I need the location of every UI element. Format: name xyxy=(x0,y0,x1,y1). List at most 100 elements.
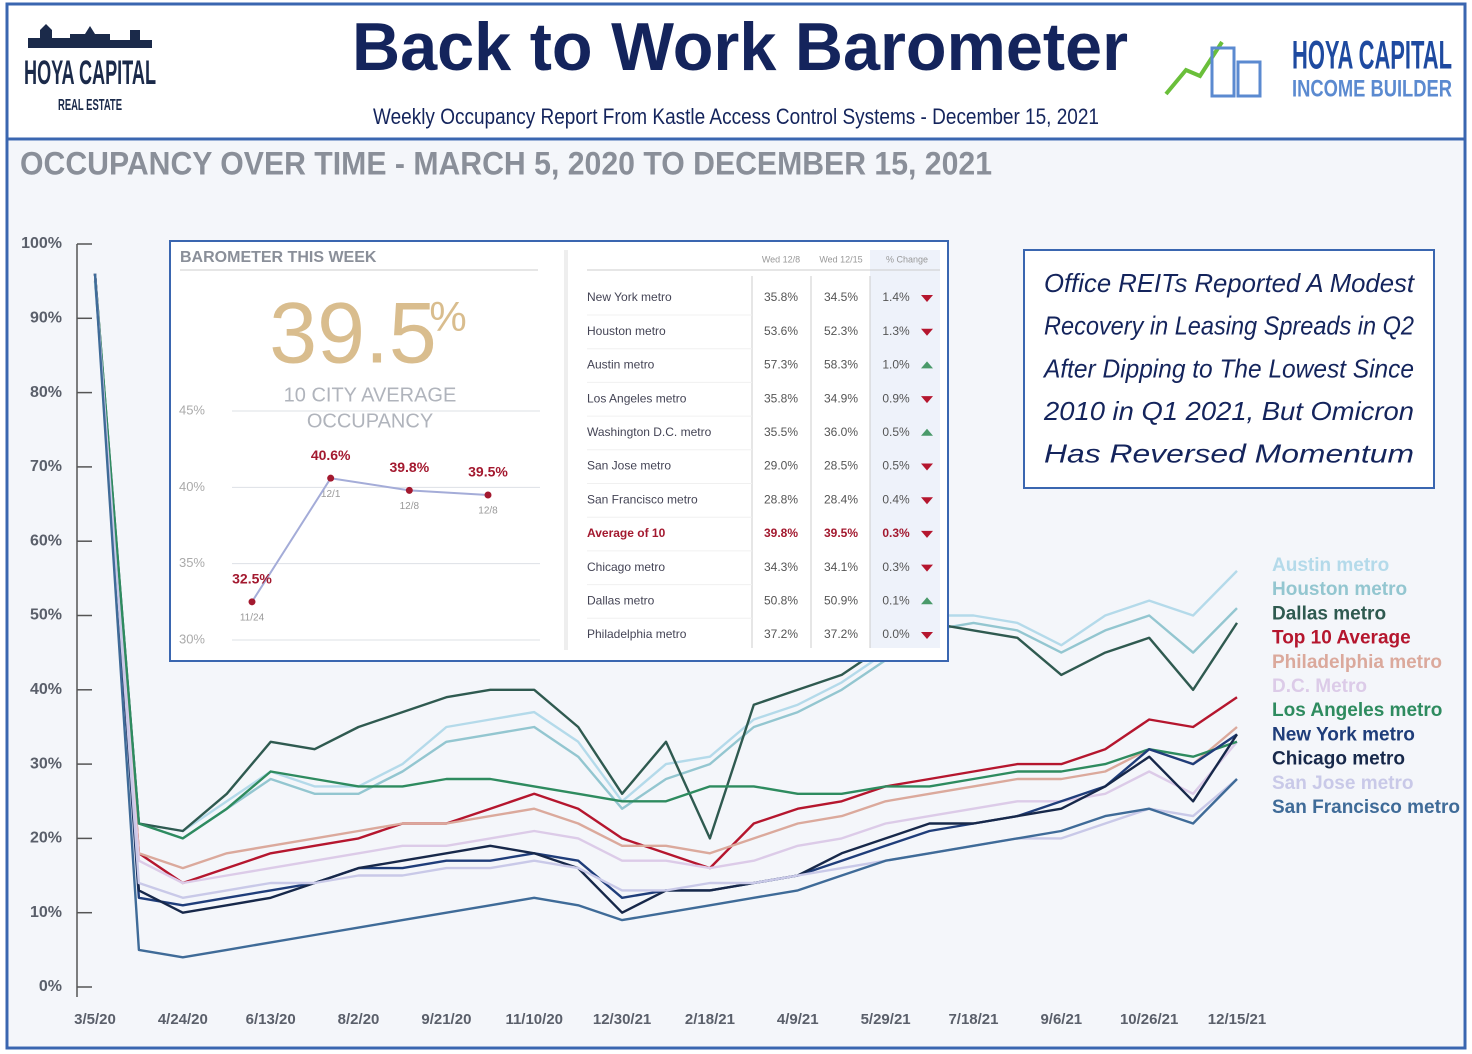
x-tick-label: 9/6/21 xyxy=(1040,1011,1082,1028)
annotation-line: Office REITs Reported A Modest xyxy=(1044,268,1416,298)
x-tick-label: 5/29/21 xyxy=(861,1011,911,1028)
data-point xyxy=(484,491,492,499)
row-curr: 37.2% xyxy=(824,627,858,641)
arrow-up xyxy=(921,597,933,605)
row-curr: 34.5% xyxy=(824,290,858,304)
table: Wed 12/8 Wed 12/15 % Change New York metro 3… xyxy=(587,250,940,648)
column-header: Wed 12/8 xyxy=(762,254,800,264)
annotation: Office REITs Reported A Modest Recovery i… xyxy=(1042,268,1416,469)
row-change: 1.3% xyxy=(882,324,910,338)
row-name: Houston metro xyxy=(587,324,666,338)
data-point xyxy=(327,474,335,482)
legend-entry: Chicago metro xyxy=(1272,749,1405,770)
row-name: Austin metro xyxy=(587,358,655,372)
data-label: 39.8% xyxy=(389,459,429,475)
y-tick-label: 100% xyxy=(21,235,62,252)
legend-entry: Philadelphia metro xyxy=(1272,652,1442,673)
row-change: 0.5% xyxy=(882,459,910,473)
headline-value: 39.5 xyxy=(269,286,436,382)
x-tick-label: 4/24/20 xyxy=(158,1011,208,1028)
annotation-line: Recovery in Leasing Spreads in Q2 xyxy=(1044,311,1414,341)
column-header: Wed 12/15 xyxy=(819,254,862,264)
row-prev: 35.5% xyxy=(764,425,798,439)
series-line xyxy=(93,281,1238,833)
legend-entry: Top 10 Average xyxy=(1272,628,1411,649)
x-tick-label: 11/24 xyxy=(240,612,265,623)
logo-subtext: INCOME BUILDER xyxy=(1292,75,1452,102)
row-name: Philadelphia metro xyxy=(587,627,687,641)
skyline xyxy=(28,24,152,48)
x-tick-label: 10/26/21 xyxy=(1120,1011,1178,1028)
row-change: 0.3% xyxy=(882,560,910,574)
row-change: 0.0% xyxy=(882,627,910,641)
legend-entry: D.C. Metro xyxy=(1272,676,1367,697)
right-logo: HOYA CAPITAL INCOME BUILDER xyxy=(1164,34,1452,102)
row-curr: 36.0% xyxy=(824,425,858,439)
row-curr: 39.5% xyxy=(824,526,858,540)
x-tick-label: 11/10/20 xyxy=(505,1011,563,1028)
row-prev: 57.3% xyxy=(764,358,798,372)
chart-title: OCCUPANCY OVER TIME - MARCH 5, 2020 TO D… xyxy=(20,145,992,181)
series-line xyxy=(93,273,1239,840)
y-tick-label: 10% xyxy=(30,904,62,921)
annotation-box xyxy=(1023,249,1435,489)
legend-entry: Dallas metro xyxy=(1272,603,1386,624)
y-tick-label: 60% xyxy=(30,532,62,549)
x-tick-label: 12/15/21 xyxy=(1208,1011,1266,1028)
row-prev: 39.8% xyxy=(764,526,798,540)
x-tick-label: 4/9/21 xyxy=(777,1011,819,1028)
logo-text: HOYA CAPITAL xyxy=(24,54,156,92)
series-line xyxy=(93,273,1238,840)
annotation-line: 2010 in Q1 2021, But Omicron xyxy=(1043,396,1414,426)
data-point xyxy=(248,598,256,606)
y-tick-label: 35% xyxy=(179,555,205,570)
row-prev: 34.3% xyxy=(764,560,798,574)
x-tick-label: 12/30/21 xyxy=(593,1011,651,1028)
row-curr: 28.4% xyxy=(824,492,858,506)
legend-entry: San Francisco metro xyxy=(1272,797,1460,818)
row-curr: 34.1% xyxy=(824,560,858,574)
row-name: Washington D.C. metro xyxy=(587,425,712,439)
y-tick-label: 30% xyxy=(179,631,205,646)
logo-building xyxy=(1236,60,1262,98)
legend-entry: Austin metro xyxy=(1272,555,1389,576)
row-name: Los Angeles metro xyxy=(587,391,687,405)
legend-entry: San Jose metro xyxy=(1272,773,1414,794)
row-curr: 34.9% xyxy=(824,391,858,405)
row-change: 0.1% xyxy=(882,593,910,607)
row-prev: 35.8% xyxy=(764,391,798,405)
series-line xyxy=(251,477,489,603)
x-tick-label: 7/18/21 xyxy=(948,1011,998,1028)
arrow-down xyxy=(921,564,933,572)
column-header: % Change xyxy=(886,254,928,264)
legend-entry: Los Angeles metro xyxy=(1272,700,1442,721)
row-curr: 58.3% xyxy=(824,358,858,372)
x-tick-label: 12/8 xyxy=(478,506,498,517)
series-line xyxy=(93,273,1238,870)
data-point xyxy=(405,486,413,494)
row-name: Chicago metro xyxy=(587,560,665,574)
row-prev: 28.8% xyxy=(764,492,798,506)
page-subtitle: Weekly Occupancy Report From Kastle Acce… xyxy=(373,104,1099,129)
y-tick-label: 20% xyxy=(30,830,62,847)
y-tick-label: 40% xyxy=(30,681,62,698)
arrow-down xyxy=(921,497,933,505)
x-tick-label: 12/8 xyxy=(400,501,420,512)
y-tick-label: 40% xyxy=(179,479,205,494)
y-tick-label: 50% xyxy=(30,607,62,624)
row-name: San Francisco metro xyxy=(587,492,698,506)
x-tick-label: 6/13/20 xyxy=(246,1011,296,1028)
logo-subtext: REAL ESTATE xyxy=(58,97,122,114)
row-change: 0.4% xyxy=(882,492,910,506)
arrow-down xyxy=(921,632,933,639)
arrow-up xyxy=(921,361,933,369)
row-name: Average of 10 xyxy=(587,526,666,540)
row-name: Dallas metro xyxy=(587,593,655,607)
row-curr: 52.3% xyxy=(824,324,858,338)
mini-chart: 30% 35% 40% 45% 11/24 12/1 12/8 12/8 32.5% 40.6% 3… xyxy=(179,402,540,646)
arrow-down xyxy=(921,530,933,538)
annotation-line: Has Reversed Momentum xyxy=(1044,439,1414,469)
left-logo: HOYA CAPITAL REAL ESTATE xyxy=(24,24,156,114)
row-prev: 35.8% xyxy=(764,290,798,304)
x-tick-label: 8/2/20 xyxy=(338,1011,380,1028)
